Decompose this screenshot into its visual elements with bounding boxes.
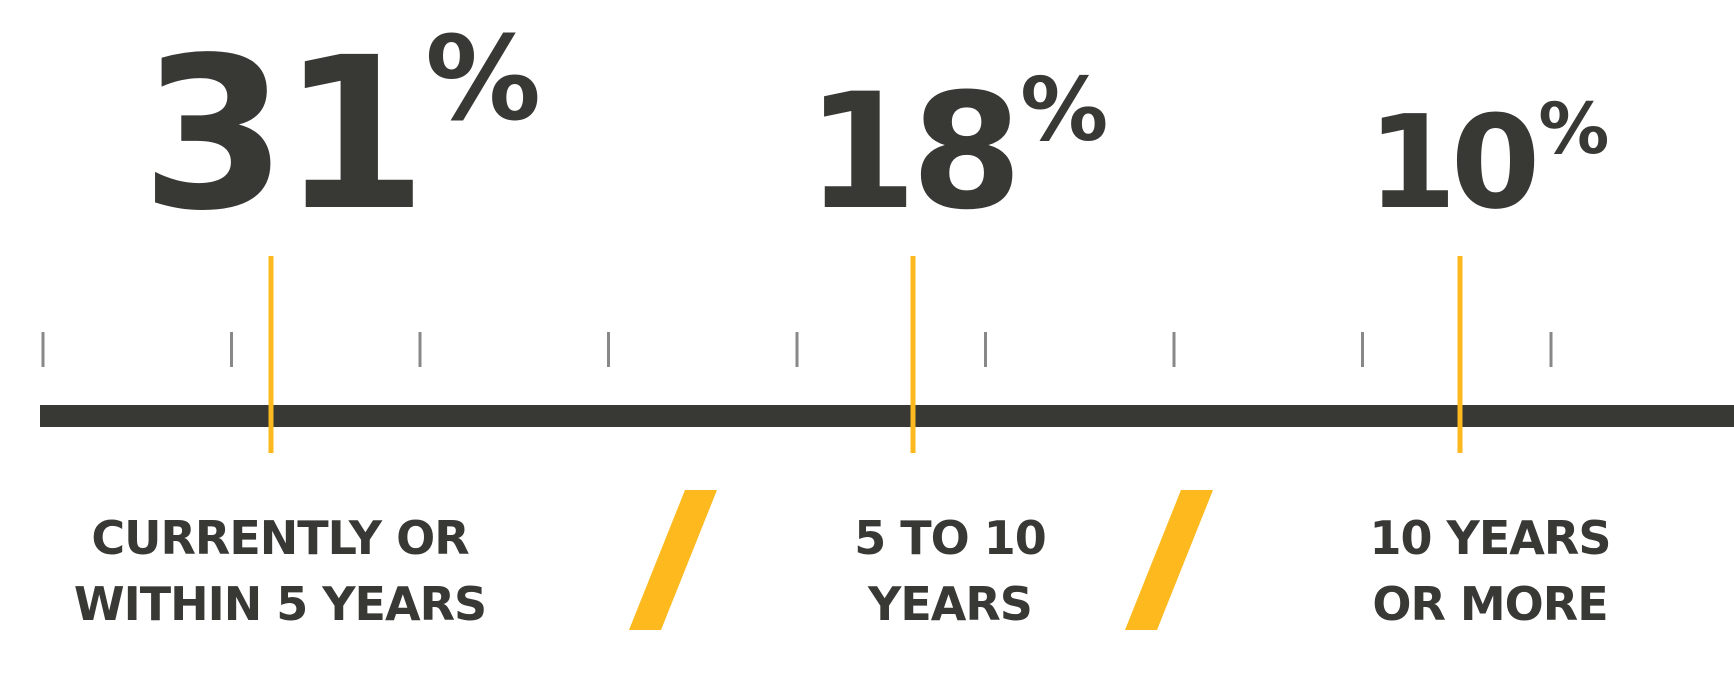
category-label-2: 10 YEARS OR MORE [1300,505,1680,637]
timeline-markers [268,256,1463,453]
category-label-1: 5 TO 10 YEARS [760,505,1140,637]
category-label-2-line-2: OR MORE [1372,577,1608,631]
timeline-axis [40,405,1734,427]
value-label-2: 10 [1367,89,1535,238]
category-label-0-line-1: CURRENTLY OR [91,511,469,565]
timeline-ticks [41,332,1553,367]
separator-1 [1125,490,1213,630]
category-label-0: CURRENTLY OR WITHIN 5 YEARS [0,505,560,637]
category-separators [629,490,1213,630]
value-unit-2: % [1538,87,1609,170]
category-label-1-line-1: 5 TO 10 [854,511,1047,565]
value-unit-0: % [425,13,541,147]
category-label-0-line-2: WITHIN 5 YEARS [73,577,487,631]
separator-0 [629,490,717,630]
category-label-2-line-1: 10 YEARS [1369,511,1612,565]
value-label-1: 18 [806,59,1016,245]
value-label-0: 31 [141,12,421,257]
category-label-1-line-2: YEARS [868,577,1033,631]
value-labels: 31% 18% 10% [141,12,1609,257]
value-unit-1: % [1020,58,1108,161]
